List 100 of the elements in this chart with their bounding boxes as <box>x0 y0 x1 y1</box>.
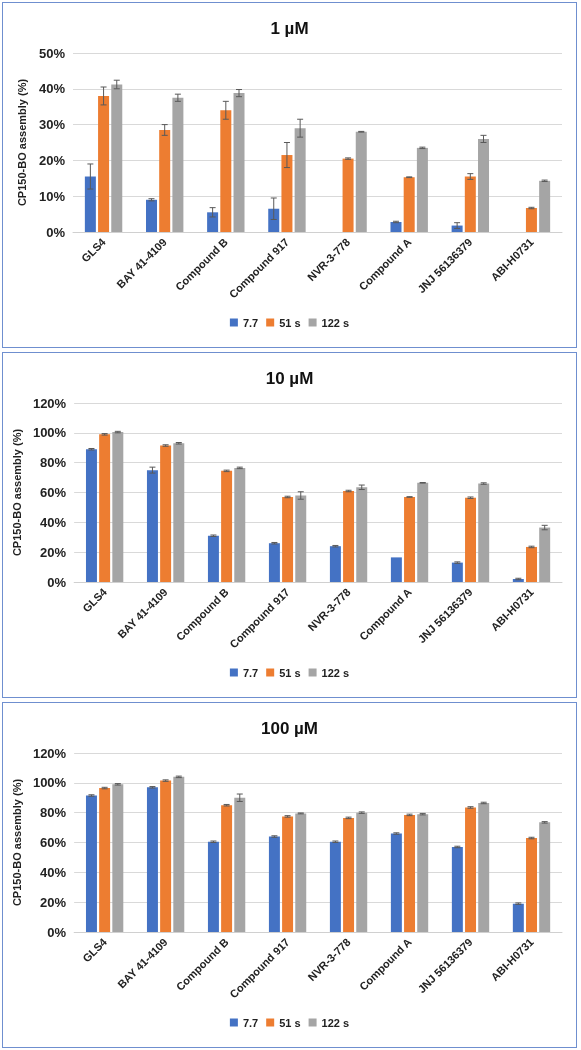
bar <box>221 470 233 582</box>
y-tick-label: 40% <box>40 864 67 880</box>
legend-label: 7.7 <box>242 1016 259 1029</box>
bar <box>526 838 537 932</box>
y-tick-label: 60% <box>40 485 67 500</box>
bar <box>268 208 280 232</box>
bar <box>173 443 185 582</box>
bar <box>465 807 477 932</box>
bar <box>268 836 280 932</box>
y-tick-label: 20% <box>40 894 67 910</box>
y-tick-label: 20% <box>40 544 67 560</box>
bar <box>390 833 402 932</box>
bar <box>343 491 355 582</box>
legend-label: 51 s <box>279 666 301 679</box>
bar <box>234 467 246 582</box>
legend-label: 7.7 <box>242 666 259 679</box>
y-tick-label: 0% <box>47 924 67 940</box>
bar <box>220 110 232 232</box>
bar <box>342 158 354 232</box>
bar <box>417 814 429 932</box>
bar <box>464 176 476 232</box>
bar <box>390 221 402 232</box>
y-axis-title: CP150-BO assembly (%) <box>15 78 28 207</box>
bar <box>356 487 368 582</box>
bar <box>294 128 306 232</box>
bar <box>146 787 158 932</box>
bar <box>404 496 416 582</box>
bar <box>99 788 111 932</box>
bar <box>478 802 490 932</box>
bar <box>221 805 233 932</box>
y-tick-label: 120% <box>32 395 67 411</box>
bar <box>539 822 551 932</box>
bar <box>234 797 246 932</box>
bar <box>85 795 97 932</box>
bar <box>512 903 524 932</box>
y-tick-label: 50% <box>38 45 66 61</box>
bar <box>526 546 537 582</box>
bar <box>207 212 219 232</box>
y-tick-label: 100% <box>32 425 67 441</box>
legend-label: 7.7 <box>242 316 259 329</box>
bar <box>451 562 463 582</box>
legend-label: 51 s <box>279 1016 301 1029</box>
bar <box>85 449 97 582</box>
y-tick-label: 100% <box>32 775 67 791</box>
bar <box>172 97 184 232</box>
bar <box>478 483 490 582</box>
bar <box>98 95 110 232</box>
y-tick-label: 20% <box>38 152 66 168</box>
bar <box>417 482 429 582</box>
bar <box>539 180 551 232</box>
bar <box>403 177 415 232</box>
y-tick-label: 120% <box>32 745 67 761</box>
bar <box>416 147 428 232</box>
bar <box>159 129 171 232</box>
bar <box>112 784 124 932</box>
y-tick-label: 60% <box>40 835 67 850</box>
legend-label: 122 s <box>321 316 350 329</box>
y-tick-label: 30% <box>38 117 66 133</box>
bar <box>525 208 537 232</box>
y-tick-label: 40% <box>38 81 66 97</box>
bar <box>404 814 416 932</box>
chart-title: 1 µM <box>270 19 309 38</box>
y-tick-label: 80% <box>40 455 67 471</box>
legend-label: 122 s <box>321 1016 350 1029</box>
bar <box>146 470 158 582</box>
bar <box>282 816 294 932</box>
bar <box>160 780 172 932</box>
bar <box>390 557 402 582</box>
bar <box>84 176 96 232</box>
bar <box>355 131 367 232</box>
bar <box>160 445 172 582</box>
legend-label: 51 s <box>279 316 301 329</box>
legend-label: 122 s <box>321 666 350 679</box>
bar <box>268 543 280 582</box>
bar <box>343 817 355 932</box>
bar <box>207 535 219 582</box>
y-tick-label: 0% <box>47 574 67 590</box>
bar <box>233 93 245 232</box>
bar <box>281 155 293 232</box>
bar <box>112 432 124 582</box>
bar <box>356 812 368 932</box>
y-axis-title: CP150-BO assembly (%) <box>10 428 23 557</box>
y-tick-label: 80% <box>40 805 67 821</box>
bar <box>145 199 157 232</box>
y-tick-label: 0% <box>46 224 66 240</box>
bar <box>539 527 551 582</box>
bar <box>282 496 294 582</box>
bar <box>295 495 307 582</box>
bar <box>99 434 111 582</box>
chart-title: 100 µM <box>260 719 319 738</box>
y-axis-title: CP150-BO assembly (%) <box>10 778 23 907</box>
bar <box>295 813 307 932</box>
chart-title: 10 µM <box>265 369 314 388</box>
bar <box>173 776 185 932</box>
y-tick-label: 40% <box>40 514 67 530</box>
bar <box>451 846 463 932</box>
bar <box>478 138 490 232</box>
y-tick-label: 10% <box>38 188 66 204</box>
bar <box>207 841 219 932</box>
bar <box>329 841 341 932</box>
